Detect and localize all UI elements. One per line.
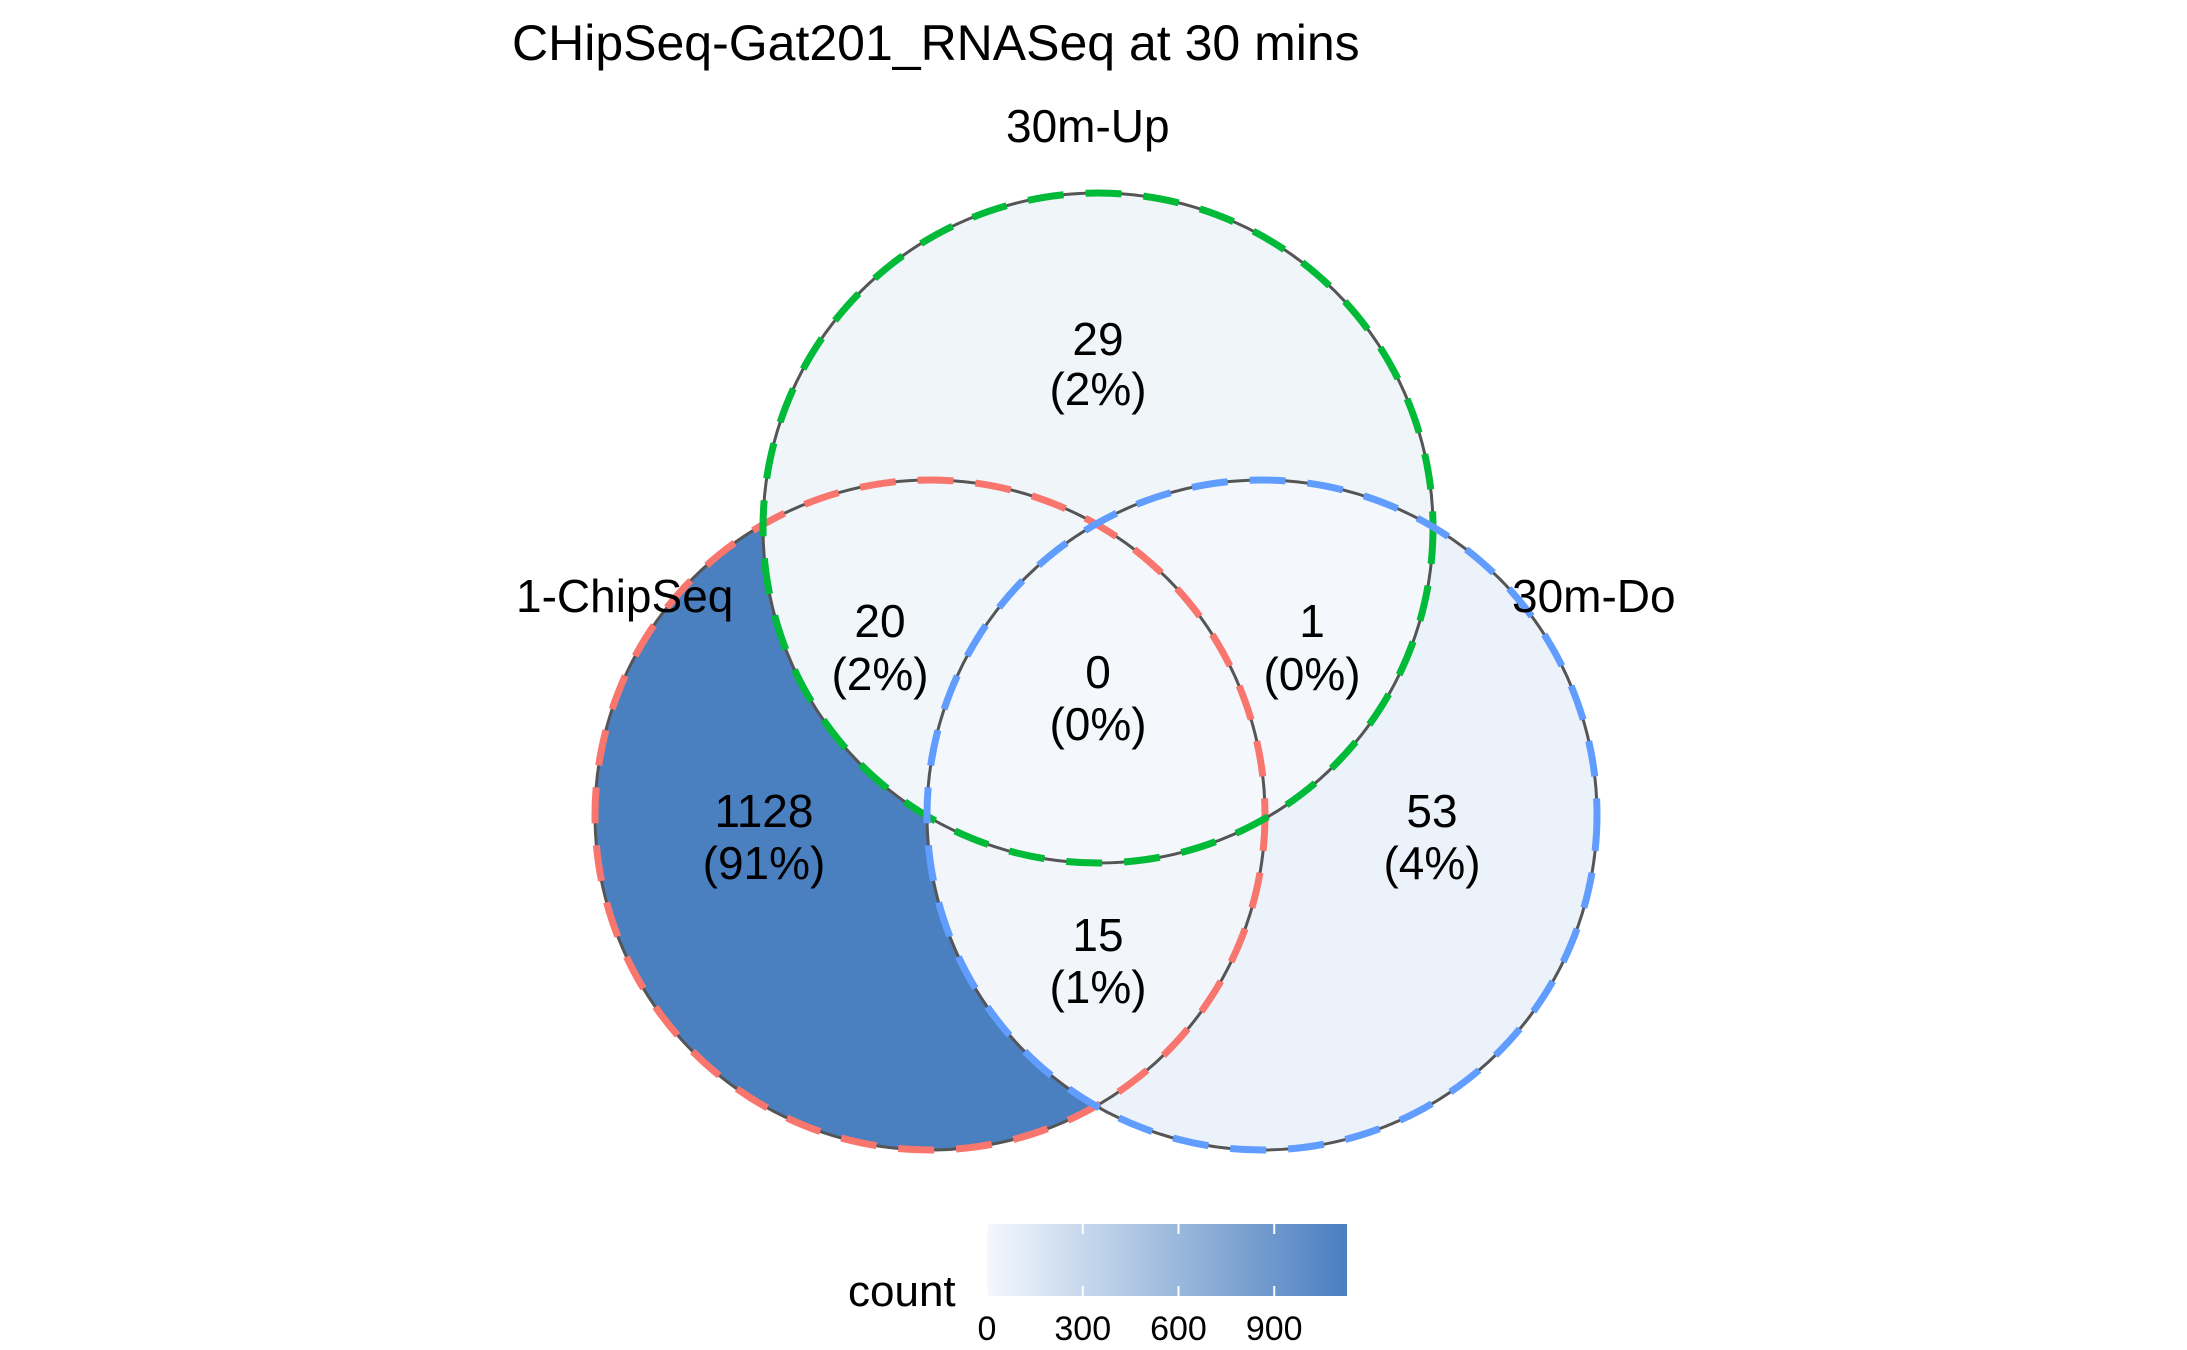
region-count-30m-do-only: 53: [1406, 785, 1457, 837]
region-count-all-three: 0: [1085, 646, 1111, 698]
legend-colorbar: [987, 1224, 1347, 1296]
venn-circle-outlines: [591, 189, 1601, 1154]
region-count-chipseq-do: 15: [1072, 909, 1123, 961]
legend-tick-label: 600: [1150, 1310, 1207, 1348]
color-legend: count 0 300 600 900: [848, 1224, 1347, 1348]
set-label-1-chipseq: 1-ChipSeq: [516, 570, 733, 622]
region-percent-chipseq-up: (2%): [831, 648, 928, 700]
region-percent-chipseq-only: (91%): [703, 837, 826, 889]
set-circle-dashed-30m-do: [923, 476, 1601, 1154]
region-percent-all-three: (0%): [1049, 698, 1146, 750]
region-percent-up-do: (0%): [1263, 648, 1360, 700]
region-percent-chipseq-do: (1%): [1049, 961, 1146, 1013]
region-count-chipseq-up: 20: [854, 595, 905, 647]
legend-title: count: [848, 1267, 956, 1316]
legend-tick-label: 0: [978, 1310, 997, 1348]
legend-tick-label: 300: [1054, 1310, 1111, 1348]
legend-ticks: 0 300 600 900: [978, 1224, 1303, 1348]
region-count-30m-up-only: 29: [1072, 313, 1123, 365]
chart-title: CHipSeq-Gat201_RNASeq at 30 mins: [512, 15, 1360, 71]
region-percent-30m-up-only: (2%): [1049, 363, 1146, 415]
region-percent-30m-do-only: (4%): [1383, 837, 1480, 889]
region-count-chipseq-only: 1128: [715, 785, 814, 837]
legend-tick-label: 900: [1246, 1310, 1303, 1348]
set-label-30m-do: 30m-Do: [1512, 570, 1676, 622]
set-label-30m-up: 30m-Up: [1006, 100, 1170, 152]
region-count-up-do: 1: [1299, 595, 1325, 647]
